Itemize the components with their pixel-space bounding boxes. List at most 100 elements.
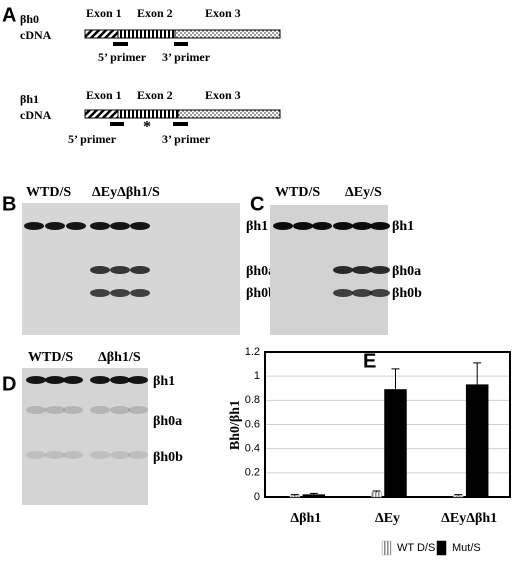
gel-band: [110, 266, 130, 274]
legend-swatch: [436, 540, 447, 556]
gel-band: [333, 222, 353, 230]
bar: [302, 494, 326, 498]
exon: Exon 1: [86, 6, 122, 20]
gel-band: [90, 376, 110, 384]
gel: [22, 203, 240, 335]
primer: [113, 42, 128, 46]
y-tick-label: 1.2: [245, 346, 260, 358]
band-label: βh0a: [153, 414, 182, 429]
bar: [384, 389, 407, 498]
legend-label: Mut/S: [452, 542, 481, 554]
gel-band: [370, 289, 390, 297]
legend-swatch: [381, 540, 392, 556]
y-tick-label: 0.2: [245, 467, 260, 479]
gene-sub: cDNA: [20, 28, 52, 42]
lane-group: Δβh1/S: [98, 350, 141, 365]
gel-band: [110, 289, 130, 297]
bar: [465, 384, 489, 498]
lane-group: ΔEy/S: [345, 185, 382, 200]
gel-band: [90, 222, 110, 230]
primer: [174, 42, 188, 46]
primer-label: 5’ primer: [98, 50, 147, 64]
gel-band: [45, 376, 65, 384]
gel-band: [370, 222, 390, 230]
gel-band: [312, 222, 332, 230]
exon: Exon 3: [205, 88, 241, 102]
gel-band: [26, 376, 46, 384]
primer-label: 3’ primer: [162, 50, 211, 64]
gel-band: [128, 376, 148, 384]
gel-band: [110, 222, 130, 230]
gene-sub: cDNA: [20, 108, 52, 122]
band-label: βh1: [246, 219, 268, 234]
panel-label: B: [2, 193, 16, 215]
y-tick-label: 1: [254, 370, 260, 382]
gel: [22, 368, 148, 505]
band-label: βh0b: [153, 450, 183, 465]
x-tick-label: ΔEy: [375, 511, 400, 526]
band-label: βh0b: [246, 286, 276, 301]
gel-band: [293, 222, 313, 230]
legend-label: WT D/S: [397, 542, 435, 554]
error-bar: [454, 494, 463, 496]
gel-band: [352, 222, 372, 230]
gel-band: [45, 406, 65, 414]
y-tick-label: 0: [254, 491, 260, 503]
lane-group: WTD/S: [28, 350, 73, 365]
gel-band: [110, 376, 130, 384]
gel-band: [90, 289, 110, 297]
primer: [173, 122, 188, 126]
gel-band: [24, 222, 44, 230]
gene: βh1: [20, 92, 39, 106]
error-bar: [290, 494, 299, 496]
y-tick-label: 0.8: [245, 394, 260, 406]
gene: βh0: [20, 12, 39, 26]
y-axis-label: Bh0/βh1: [228, 400, 243, 450]
x-tick-label: ΔEyΔβh1: [441, 511, 497, 526]
gel-band: [90, 406, 110, 414]
exon: Exon 3: [205, 6, 241, 20]
cdna-bar: [84, 109, 281, 119]
exon: Exon 1: [86, 88, 122, 102]
error-bar: [473, 362, 482, 385]
gel-band: [110, 451, 130, 459]
primer: [110, 122, 124, 126]
band-label: βh0a: [392, 264, 421, 279]
lane-group: WTD/S: [26, 185, 71, 200]
y-tick-label: 0.4: [245, 443, 260, 455]
gel-band: [128, 451, 148, 459]
lane-group: ΔEyΔβh1/S: [92, 185, 160, 200]
primer-label: 3’ primer: [162, 132, 211, 146]
exon: Exon 2: [137, 6, 173, 20]
band-label: βh0b: [392, 286, 422, 301]
panel-label: A: [2, 4, 16, 26]
gel-band: [370, 266, 390, 274]
mutation-star: *: [143, 119, 151, 136]
cdna-bar: [84, 29, 281, 39]
gel-band: [352, 266, 372, 274]
gel-band: [90, 266, 110, 274]
gel-band: [333, 266, 353, 274]
gel-band: [128, 406, 148, 414]
gel-band: [26, 451, 46, 459]
panel-label: D: [2, 373, 16, 395]
exon: Exon 2: [137, 88, 173, 102]
gel-band: [63, 376, 83, 384]
bar: [289, 495, 301, 498]
gel-band: [352, 289, 372, 297]
gel-band: [26, 406, 46, 414]
gel-band: [273, 222, 293, 230]
band-label: βh0a: [246, 264, 275, 279]
bar: [452, 495, 464, 498]
gel-band: [63, 451, 83, 459]
gel-band: [45, 451, 65, 459]
x-tick-label: Δβh1: [290, 511, 321, 526]
gel-band: [130, 289, 150, 297]
gel-band: [63, 406, 83, 414]
gel-band: [45, 222, 65, 230]
gel-band: [110, 406, 130, 414]
gel: [270, 205, 390, 335]
gel-band: [90, 451, 110, 459]
gel-band: [66, 222, 86, 230]
